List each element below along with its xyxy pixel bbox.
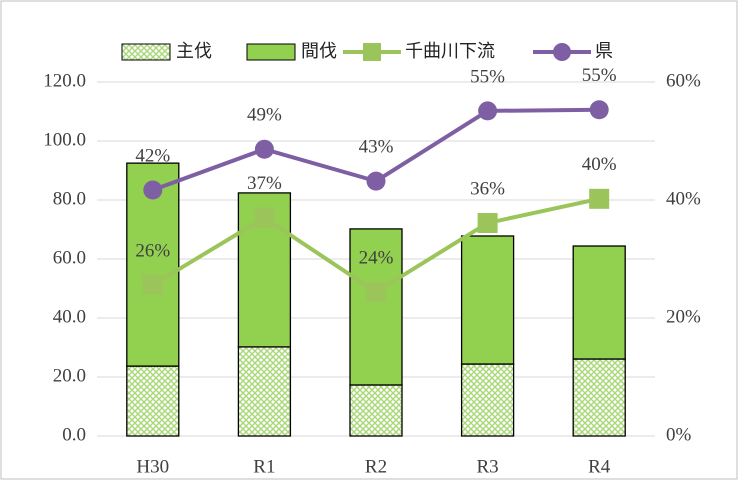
marker	[366, 282, 386, 303]
x-tick-label: R2	[365, 456, 387, 477]
marker	[366, 171, 386, 191]
y-tick-label: 40.0	[53, 306, 86, 327]
data-label: 24%	[359, 247, 394, 268]
y-tick-label: 80.0	[53, 188, 86, 209]
x-tick-label: R4	[588, 456, 611, 477]
legend-swatch	[246, 43, 296, 61]
legend-marker	[363, 43, 381, 61]
bar	[460, 235, 515, 365]
marker	[477, 213, 498, 234]
x-tick-label: R1	[253, 456, 275, 477]
y-tick-label: 0.0	[62, 424, 86, 445]
marker	[143, 180, 163, 200]
marker	[589, 188, 610, 209]
data-label: 55%	[582, 65, 617, 86]
legend-marker	[553, 43, 571, 61]
marker	[589, 100, 609, 120]
y-tick-label: 120.0	[43, 70, 86, 91]
bar	[572, 358, 626, 437]
legend-label: 主伐	[176, 41, 212, 62]
y2-tick-label: 40%	[666, 188, 701, 209]
y-tick-label: 60.0	[53, 247, 86, 268]
bar	[349, 228, 403, 386]
data-label: 37%	[247, 173, 282, 194]
marker	[254, 139, 274, 159]
marker	[478, 101, 498, 121]
y2-tick-label: 60%	[666, 70, 701, 91]
y2-tick-label: 0%	[666, 424, 692, 445]
bar	[349, 384, 403, 437]
bar	[572, 245, 626, 360]
data-label: 49%	[247, 105, 282, 126]
legend-label: 間伐	[301, 41, 337, 62]
marker	[142, 274, 163, 295]
legend-label: 県	[595, 41, 613, 62]
data-label: 55%	[470, 66, 505, 87]
y-tick-label: 20.0	[53, 365, 86, 386]
bar	[126, 365, 180, 437]
legend-label: 千曲川下流	[405, 41, 495, 62]
x-tick-label: R3	[477, 456, 499, 477]
data-label: 26%	[135, 240, 170, 261]
data-label: 36%	[470, 178, 505, 199]
marker	[254, 207, 275, 228]
legend-swatch	[121, 43, 171, 61]
data-label: 43%	[359, 136, 394, 157]
bar	[460, 363, 515, 437]
bar	[237, 346, 292, 437]
y-tick-label: 100.0	[43, 129, 86, 150]
data-label: 42%	[135, 145, 170, 166]
y2-tick-label: 20%	[666, 306, 701, 327]
x-tick-label: H30	[136, 456, 169, 477]
data-label: 40%	[582, 154, 617, 175]
